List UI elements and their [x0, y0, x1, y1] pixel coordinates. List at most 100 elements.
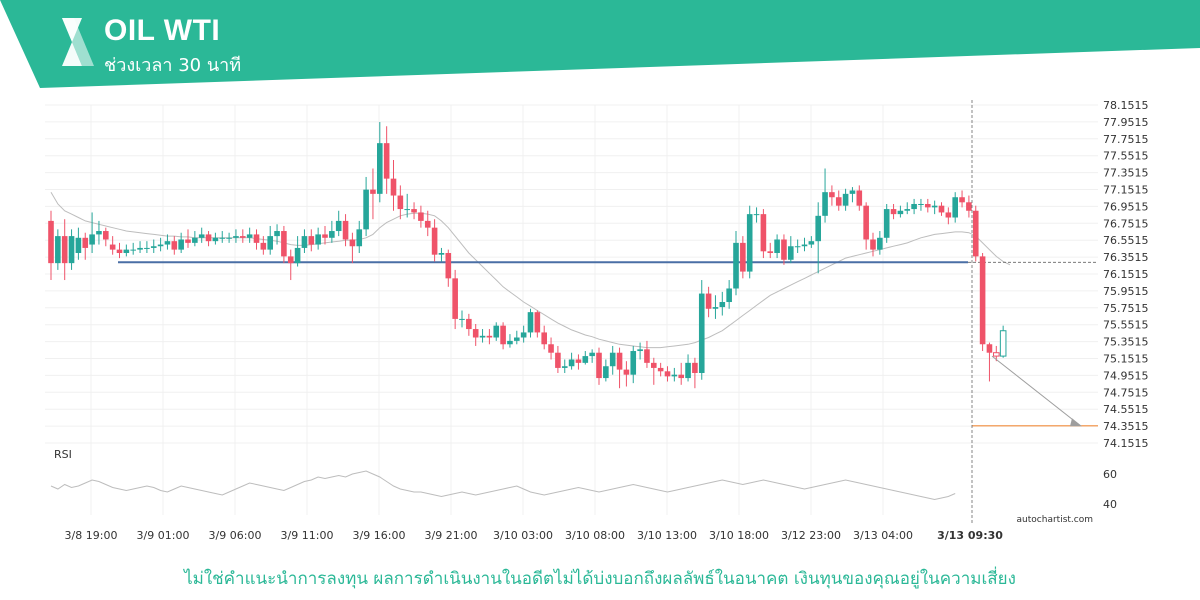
- candle-body: [226, 237, 232, 239]
- candle: [794, 239, 801, 254]
- candle-body: [123, 249, 130, 254]
- x-tick-label: 3/10 13:00: [637, 529, 697, 542]
- candle: [904, 202, 911, 215]
- candle-body: [945, 212, 952, 218]
- candle-body: [781, 239, 787, 260]
- candle: [603, 359, 609, 382]
- y-tick-label: 76.7515: [1103, 217, 1149, 230]
- candle: [103, 227, 109, 247]
- candle: [616, 347, 623, 389]
- candle: [466, 313, 472, 336]
- candle: [500, 322, 506, 350]
- candle: [774, 234, 780, 259]
- rsi-tick-label: 60: [1103, 468, 1117, 481]
- candle-body: [616, 352, 623, 370]
- x-tick-label: 3/9 11:00: [281, 529, 334, 542]
- candle-body: [61, 236, 68, 264]
- candle: [267, 225, 273, 255]
- candle: [287, 249, 294, 281]
- candle: [575, 354, 582, 370]
- candle-body: [740, 242, 746, 272]
- candle: [192, 231, 198, 247]
- candle: [212, 232, 219, 245]
- y-tick-label: 77.3515: [1103, 167, 1149, 180]
- candle-body: [431, 227, 438, 255]
- candle-body: [520, 332, 527, 338]
- candle: [329, 220, 335, 243]
- y-tick-label: 77.9515: [1103, 116, 1149, 129]
- candle: [383, 126, 390, 194]
- candle-body: [788, 246, 794, 260]
- candle-body: [507, 340, 513, 345]
- axis-layer: 78.1515 77.9515 77.7515 77.5515 77.3515 77.15…: [65, 99, 1149, 542]
- candle: [55, 229, 61, 270]
- candle: [534, 310, 541, 338]
- candle-body: [952, 197, 958, 218]
- candle: [240, 229, 246, 243]
- y-tick-label: 75.5515: [1103, 319, 1149, 332]
- candle-body: [746, 214, 753, 272]
- candle: [938, 202, 945, 216]
- candles-layer: [48, 122, 1007, 389]
- candle-body: [596, 352, 602, 379]
- candle-body: [966, 202, 972, 211]
- candle: [692, 357, 698, 389]
- candle-body: [349, 239, 356, 247]
- candle: [68, 229, 75, 270]
- candle-body: [911, 203, 917, 210]
- x-tick-label: 3/9 01:00: [137, 529, 190, 542]
- x-tick-label: 3/9 06:00: [209, 529, 262, 542]
- candle-body: [808, 241, 815, 245]
- candle-body: [253, 234, 260, 243]
- candle-body: [829, 192, 835, 198]
- candle: [75, 227, 82, 260]
- candle: [335, 210, 342, 237]
- candle-body: [651, 362, 657, 368]
- candle: [870, 232, 876, 257]
- candle-body: [993, 352, 1000, 357]
- candle-body: [164, 241, 171, 245]
- candle: [849, 187, 856, 203]
- candle: [623, 361, 630, 387]
- candle-body: [815, 215, 821, 242]
- candle-body: [822, 192, 828, 216]
- candle: [226, 232, 232, 243]
- candle-body: [835, 197, 842, 206]
- candle: [986, 342, 993, 382]
- candle-body: [404, 209, 410, 211]
- candle-body: [979, 256, 986, 345]
- candle: [198, 227, 205, 243]
- candle: [883, 203, 890, 243]
- watermark: autochartist.com: [1016, 515, 1093, 525]
- candle-body: [959, 197, 965, 203]
- candle-body: [130, 249, 136, 251]
- y-tick-label: 75.9515: [1103, 285, 1149, 298]
- candle: [527, 308, 534, 338]
- candle: [253, 229, 260, 250]
- candle: [856, 185, 863, 211]
- candle-body: [678, 374, 684, 379]
- candle-body: [918, 203, 924, 205]
- candle: [698, 280, 705, 380]
- candle: [219, 231, 226, 243]
- candle-body: [712, 307, 719, 309]
- x-tick-label: 3/12 23:00: [781, 529, 841, 542]
- candle-body: [589, 352, 595, 357]
- autochartist-logo-icon: [62, 18, 94, 66]
- y-tick-label: 77.1515: [1103, 184, 1149, 197]
- y-tick-label: 77.5515: [1103, 150, 1149, 163]
- candle-body: [986, 344, 993, 353]
- candle-body: [150, 246, 157, 248]
- candle: [370, 168, 376, 220]
- candle: [863, 202, 869, 250]
- candle: [342, 214, 349, 247]
- candle-body: [972, 210, 979, 257]
- candle: [514, 330, 520, 345]
- candle: [685, 354, 691, 382]
- candle: [397, 185, 404, 220]
- candle: [109, 236, 116, 255]
- candle: [561, 359, 568, 373]
- candle-body: [801, 244, 808, 247]
- candle: [712, 295, 719, 319]
- candle-body: [424, 220, 431, 228]
